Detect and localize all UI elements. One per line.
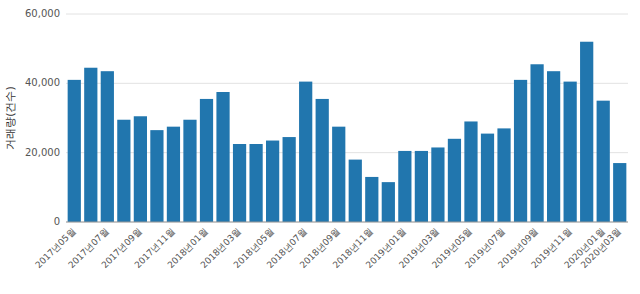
bar (514, 80, 527, 222)
bars (68, 42, 627, 222)
bar (134, 116, 147, 222)
bar (332, 127, 345, 222)
bar (448, 139, 461, 222)
bar (84, 68, 97, 222)
bar (299, 82, 312, 222)
bar (597, 101, 610, 222)
bar (365, 177, 378, 222)
grid-line (66, 83, 628, 84)
y-axis: 0 20,000 40,000 60,000 (25, 8, 60, 227)
grid-line (66, 222, 628, 223)
grid-line (66, 14, 628, 15)
bar (117, 120, 130, 222)
bar (316, 99, 329, 222)
grid (66, 14, 628, 222)
y-tick-label: 60,000 (25, 8, 60, 19)
bar (530, 64, 543, 222)
bar (349, 160, 362, 222)
bar (68, 80, 81, 222)
bar (613, 163, 626, 222)
chart: 0 20,000 40,000 60,000 거래량(건수) 2017년05월2017년0… (0, 0, 640, 294)
bar (564, 82, 577, 222)
y-tick-label: 20,000 (25, 147, 60, 158)
bar (266, 141, 279, 222)
bar (283, 137, 296, 222)
bar (200, 99, 213, 222)
bar (481, 134, 494, 222)
chart-container: 0 20,000 40,000 60,000 거래량(건수) 2017년05월2017년0… (0, 0, 640, 294)
bar (150, 130, 163, 222)
bar (580, 42, 593, 222)
y-tick-label: 0 (54, 216, 60, 227)
bar (249, 144, 262, 222)
x-tick-label: 2020년03월 (579, 226, 623, 270)
bar (233, 144, 246, 222)
y-axis-label: 거래량(건수) (4, 86, 17, 150)
bar (101, 71, 114, 222)
x-axis: 2017년05월2017년07월2017년09월2017년11월2018년01월… (33, 226, 623, 270)
x-axis-line (66, 222, 628, 223)
y-tick-label: 40,000 (25, 77, 60, 88)
bar (382, 182, 395, 222)
bar (431, 147, 444, 222)
bar (167, 127, 180, 222)
bar (216, 92, 229, 222)
bar (398, 151, 411, 222)
bar (464, 121, 477, 222)
bar (415, 151, 428, 222)
bar (547, 71, 560, 222)
bar (497, 128, 510, 222)
bar (183, 120, 196, 222)
